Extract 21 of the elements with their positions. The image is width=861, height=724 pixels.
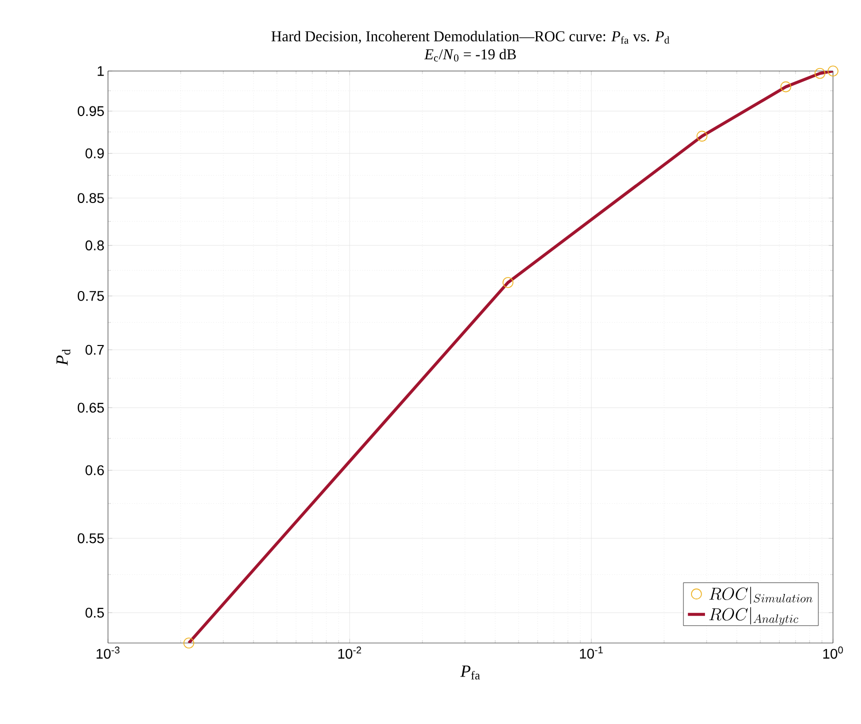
legend-label: $ROC|_{Analytic}$ xyxy=(709,607,798,626)
y-tick-label: 0.5 xyxy=(86,608,104,618)
y-tick-label: 0.65 xyxy=(78,402,104,413)
legend-label: $ROC|_{Simulation}$ xyxy=(709,586,812,604)
y-tick-label: 0.6 xyxy=(86,465,104,476)
y-tick-label: 0.7 xyxy=(86,344,104,355)
x-tick-label: 10$^{-1}$ xyxy=(580,646,603,659)
chart-title: Hard Decision, Incoherent Demodulation—ROC curve: P$_{fa}$ vs. P$_{d}$ xyxy=(271,30,670,44)
x-axis-title: P$_{fa}$ xyxy=(460,666,480,680)
y-tick-label: 0.9 xyxy=(86,148,104,158)
y-tick-label: 0.85 xyxy=(78,193,104,203)
y-tick-label: 0.8 xyxy=(86,240,104,250)
x-tick-label: 10$^{0}$ xyxy=(823,646,843,659)
y-tick-label: 0.75 xyxy=(78,290,104,301)
x-tick-label: 10$^{-2}$ xyxy=(338,646,362,659)
y-axis-title: P$_{d}$ xyxy=(56,349,70,366)
y-tick-label: 0.95 xyxy=(78,106,104,116)
chart-subtitle: E$_{c}$/N$_{0}$ = -19 dB xyxy=(424,48,516,62)
y-tick-label: 0.55 xyxy=(78,533,104,544)
y-tick-label: 1 xyxy=(98,66,104,76)
x-tick-label: 10$^{-3}$ xyxy=(96,646,120,659)
